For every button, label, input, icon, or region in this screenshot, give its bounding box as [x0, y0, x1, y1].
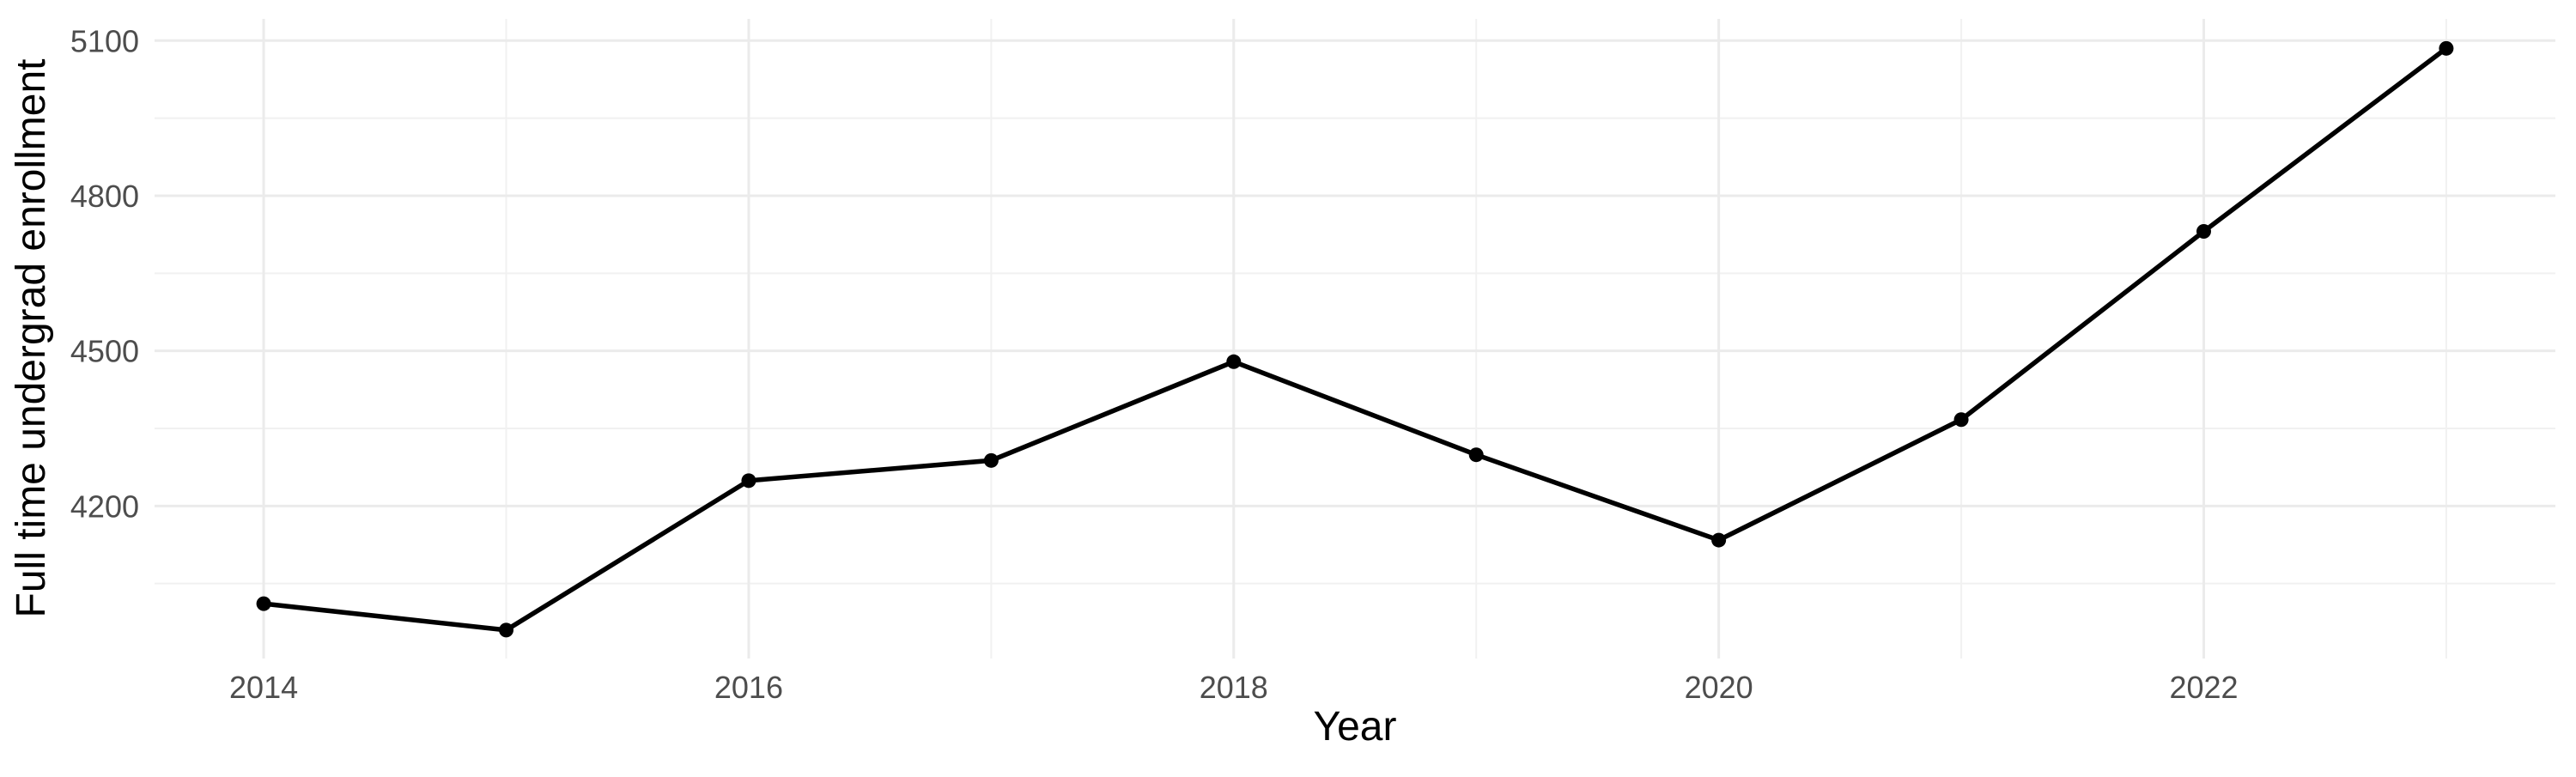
y-axis-tick-labels: 4200 4500 4800 5100	[70, 23, 139, 524]
y-axis-title: Full time undergrad enrollment	[9, 59, 54, 618]
x-tick-label: 2018	[1200, 670, 1268, 705]
x-tick-label: 2022	[2169, 670, 2238, 705]
minor-gridlines	[155, 19, 2555, 659]
data-point	[499, 622, 514, 638]
y-tick-label: 4200	[70, 489, 139, 524]
data-point	[256, 596, 271, 611]
x-axis-tick-labels: 2014 2016 2018 2020 2022	[229, 670, 2238, 705]
data-point	[2196, 224, 2211, 240]
x-axis-title: Year	[1314, 704, 1397, 750]
data-point	[1711, 532, 1727, 548]
data-point	[1468, 447, 1484, 463]
data-line	[263, 46, 2448, 633]
y-tick-label: 4500	[70, 334, 139, 369]
x-tick-label: 2014	[229, 670, 298, 705]
data-point	[2439, 40, 2454, 56]
data-point	[1953, 412, 1969, 428]
x-tick-label: 2020	[1685, 670, 1753, 705]
x-tick-label: 2016	[714, 670, 783, 705]
major-gridlines	[155, 19, 2555, 659]
y-tick-label: 4800	[70, 179, 139, 214]
data-points	[256, 40, 2454, 638]
data-point	[983, 452, 999, 468]
y-tick-label: 5100	[70, 23, 139, 58]
data-point	[741, 473, 756, 489]
data-point	[1226, 354, 1242, 369]
